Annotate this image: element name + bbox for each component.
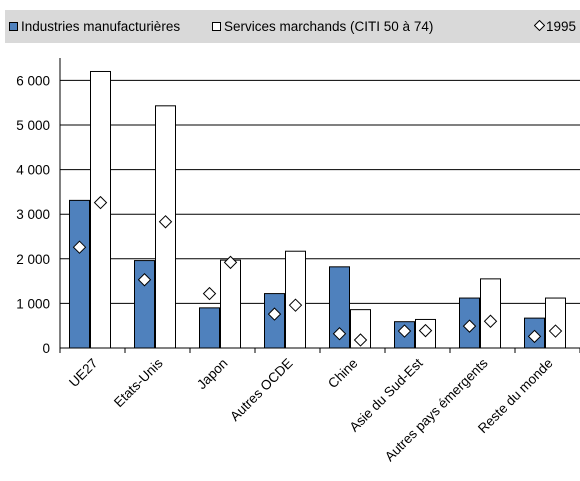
bar-manufacturing: [69, 199, 90, 349]
y-tick-label: 0: [42, 341, 50, 356]
x-category-label: UE27: [66, 356, 100, 390]
bar-manufacturing: [134, 260, 155, 349]
diamond-1995-manufacturing: [72, 240, 87, 254]
diamond-1995-manufacturing: [332, 327, 347, 341]
x-category-label: Etats-Unis: [111, 355, 166, 410]
diamond-1995-manufacturing: [202, 286, 217, 301]
legend-swatch-services: [212, 22, 221, 31]
diamond-1995-services: [548, 324, 563, 338]
diamond-1995-services: [223, 255, 238, 270]
bar-services: [480, 278, 501, 349]
legend: Industries manufacturières Services marc…: [5, 10, 580, 43]
diamond-1995-services: [93, 195, 108, 210]
x-category-label: Chine: [325, 356, 361, 392]
x-category-label: Japon: [194, 356, 231, 393]
y-tick-label: 4 000: [16, 163, 50, 178]
diamond-1995-manufacturing: [397, 324, 412, 338]
y-tick-label: 5 000: [16, 118, 50, 133]
bar-services: [545, 297, 566, 349]
y-tick-label: 1 000: [16, 296, 50, 311]
y-tick-label: 6 000: [16, 73, 50, 88]
bar-services: [220, 259, 241, 349]
legend-diamond-icon: [534, 20, 545, 31]
legend-label-services: Services marchands (CITI 50 à 74): [224, 19, 434, 34]
diamond-1995-manufacturing: [462, 319, 477, 333]
diamond-1995-manufacturing: [267, 307, 282, 321]
legend-label-1995: 1995: [546, 19, 577, 34]
legend-swatch-manufacturing: [9, 22, 18, 31]
diamond-1995-services: [288, 298, 303, 312]
diamond-1995-services: [483, 314, 498, 328]
bar-services: [90, 70, 111, 349]
y-tick-label: 3 000: [16, 207, 50, 222]
diamond-1995-services: [418, 323, 433, 338]
y-tick-label: 2 000: [16, 252, 50, 267]
diamond-1995-manufacturing: [527, 329, 542, 344]
legend-label-manufacturing: Industries manufacturières: [21, 19, 181, 34]
bar-manufacturing: [199, 307, 220, 349]
diamond-1995-services: [353, 333, 368, 347]
bar-manufacturing: [329, 266, 350, 349]
diamond-1995-manufacturing: [137, 273, 152, 287]
x-category-label: Autres OCDE: [227, 356, 295, 424]
diamond-1995-services: [158, 215, 173, 229]
